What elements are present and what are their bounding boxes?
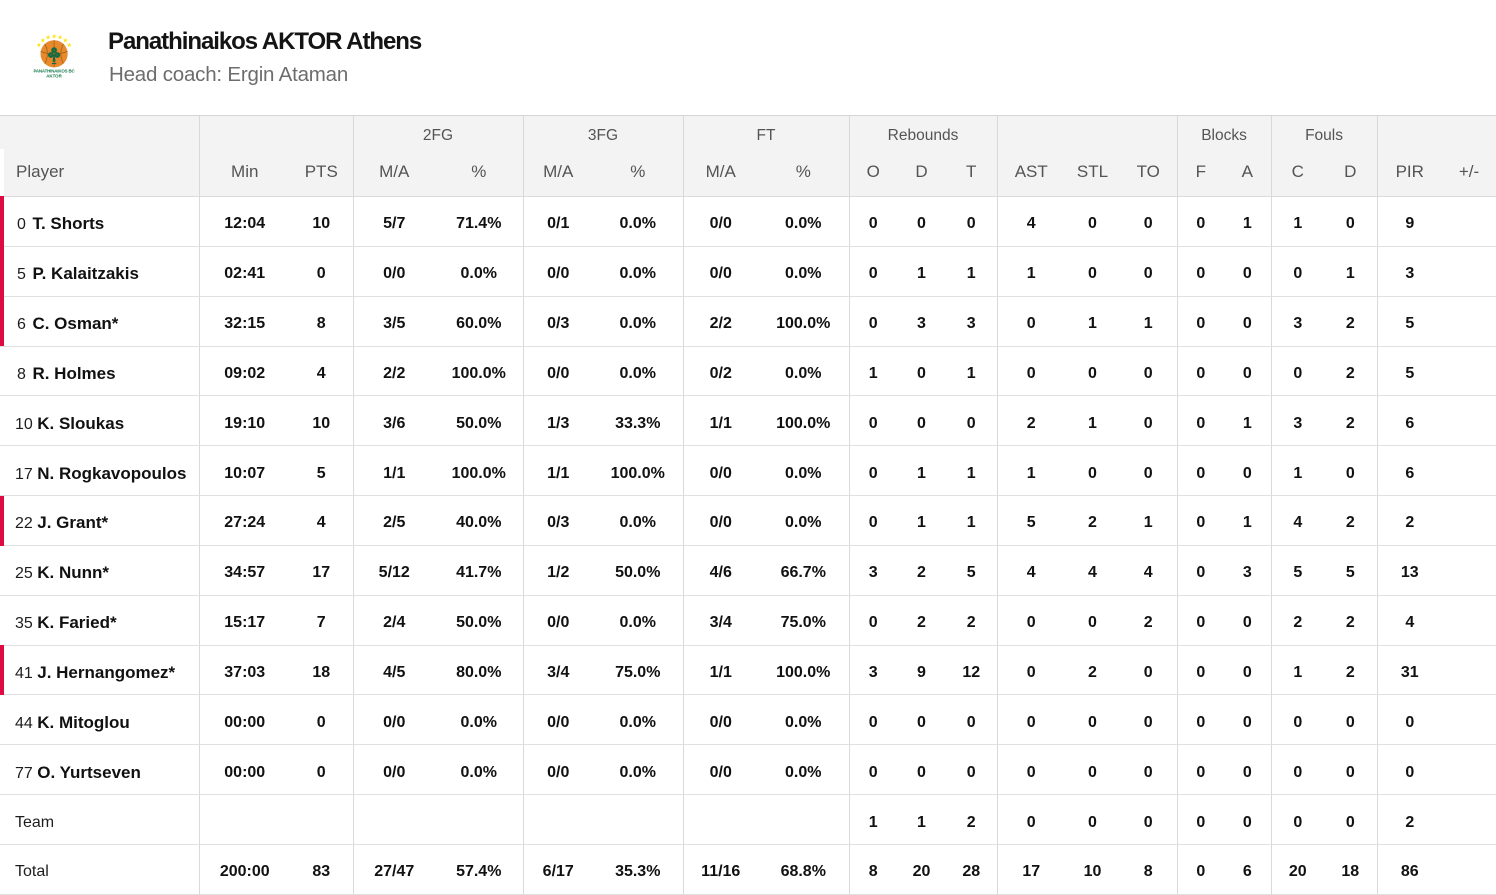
svg-text:AKTOR: AKTOR xyxy=(46,73,62,78)
svg-text:PANATHINAIKOS BC: PANATHINAIKOS BC xyxy=(33,69,75,74)
